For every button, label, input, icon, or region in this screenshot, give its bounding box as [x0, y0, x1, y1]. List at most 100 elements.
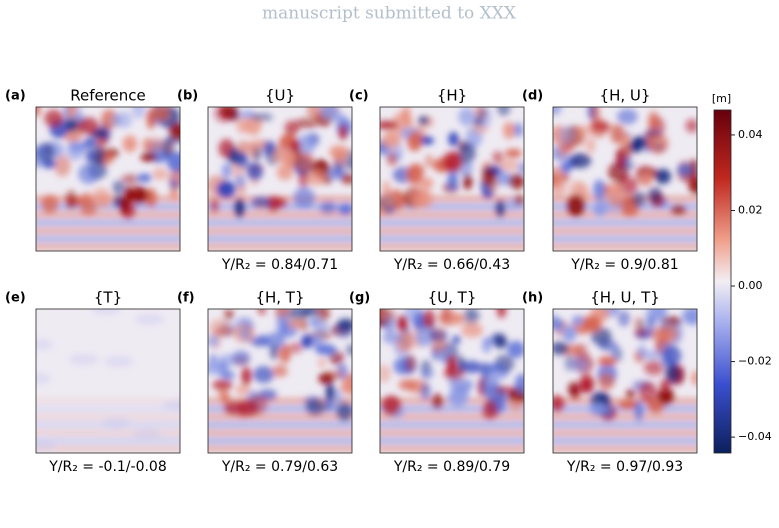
band [36, 446, 180, 452]
blob [241, 366, 252, 386]
blob [662, 345, 682, 367]
panel-title: {U, T} [428, 289, 477, 307]
band [380, 204, 524, 210]
blob [688, 178, 697, 195]
blob [309, 317, 320, 327]
blob [625, 389, 636, 398]
band [36, 414, 180, 420]
blob [279, 344, 291, 364]
blob [287, 319, 306, 329]
blob [505, 197, 520, 211]
blob [508, 173, 524, 190]
blob [553, 317, 565, 330]
blob [422, 309, 436, 329]
blob [553, 178, 567, 197]
blob [138, 173, 152, 183]
blob [315, 344, 337, 356]
panel-frame [35, 308, 181, 454]
blob [318, 372, 335, 385]
panel-caption: Υ/R₂ = 0.9/0.81 [570, 257, 678, 273]
panel-title: {U} [265, 87, 295, 105]
band [36, 236, 180, 242]
blob [329, 350, 344, 365]
blob [587, 402, 610, 416]
field-image [380, 309, 524, 452]
band [553, 228, 697, 234]
blob [463, 173, 473, 190]
blob [222, 370, 235, 380]
blob [122, 135, 138, 153]
field-blobs [208, 309, 352, 452]
band [208, 446, 352, 452]
blob [288, 342, 303, 354]
blob [481, 167, 497, 187]
field-image [208, 107, 352, 250]
blob [340, 379, 352, 395]
blob [68, 353, 99, 366]
blob [494, 385, 515, 395]
blob [228, 146, 239, 166]
blob [597, 356, 617, 367]
blob [571, 315, 584, 326]
panel-caption: Υ/R₂ = 0.66/0.43 [393, 257, 510, 273]
blob [103, 355, 134, 368]
blob [317, 357, 327, 369]
blob [150, 107, 170, 121]
band [208, 438, 352, 444]
blob [298, 171, 309, 188]
blob [121, 174, 142, 185]
blob [235, 384, 251, 396]
field-blobs [36, 107, 180, 250]
blob [208, 362, 224, 375]
blob [212, 379, 233, 391]
panel-frame [379, 308, 525, 454]
blob [411, 199, 424, 209]
colorbar-tick-label: −0.04 [738, 430, 772, 443]
blob [92, 145, 105, 165]
panel-frame [379, 106, 525, 252]
blob [418, 136, 434, 145]
blob [65, 117, 79, 132]
band [36, 212, 180, 218]
band [553, 244, 697, 250]
blob [447, 170, 458, 191]
blob [78, 163, 100, 185]
panel-frame [552, 308, 698, 454]
panel-letter: (a) [5, 89, 26, 104]
blob [381, 180, 391, 199]
blob [691, 370, 697, 386]
blob [475, 107, 492, 129]
blob [231, 350, 251, 366]
field-image [36, 309, 180, 452]
band [553, 414, 697, 420]
blob [593, 179, 606, 201]
panel-title: {H, U, T} [590, 289, 660, 307]
blob [615, 147, 625, 170]
blob [430, 339, 448, 353]
blob [574, 125, 597, 136]
blob [44, 109, 64, 128]
blob [566, 194, 586, 217]
blob [387, 152, 397, 167]
blob [275, 309, 290, 321]
band [380, 414, 524, 420]
band [553, 236, 697, 242]
blob [448, 131, 459, 147]
panel-frame [207, 308, 353, 454]
blob [406, 164, 423, 185]
blob [586, 137, 596, 154]
blob [289, 140, 300, 152]
blob [246, 394, 268, 415]
blob [642, 350, 662, 360]
blob [252, 113, 273, 122]
blob [447, 390, 469, 406]
blob [80, 199, 97, 216]
band [208, 220, 352, 226]
blob [246, 162, 264, 181]
blob [65, 190, 77, 210]
blob [555, 153, 574, 162]
colorbar-tick-label: −0.02 [738, 355, 772, 368]
blob [284, 120, 300, 136]
field-blobs [553, 107, 697, 250]
